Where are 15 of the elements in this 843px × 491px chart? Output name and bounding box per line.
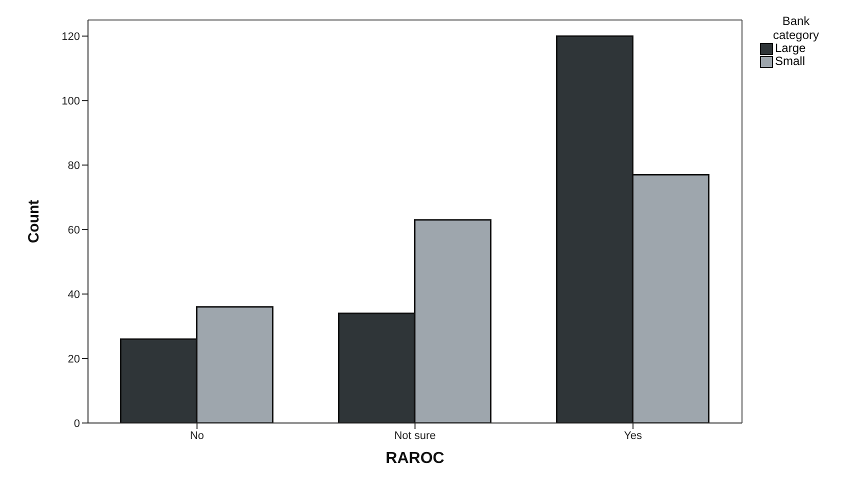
y-tick-label: 20	[68, 353, 80, 366]
y-tick-label: 40	[68, 288, 80, 301]
y-tick-label: 60	[68, 224, 80, 236]
legend-label: Large	[775, 41, 806, 55]
legend-label: Small	[775, 54, 806, 68]
x-tick-label: Yes	[624, 430, 642, 442]
y-tick-label: 100	[62, 96, 80, 108]
legend-title: Bank category	[772, 14, 820, 42]
y-tick-label: 120	[62, 31, 80, 44]
y-axis-title: Count	[25, 200, 42, 244]
x-tick-label: No	[190, 430, 204, 442]
y-tick-label: 80	[68, 160, 80, 172]
y-tick-label: 0	[74, 418, 80, 430]
x-tick-label: Not sure	[394, 430, 436, 442]
x-axis-title: RAROC	[386, 450, 445, 467]
